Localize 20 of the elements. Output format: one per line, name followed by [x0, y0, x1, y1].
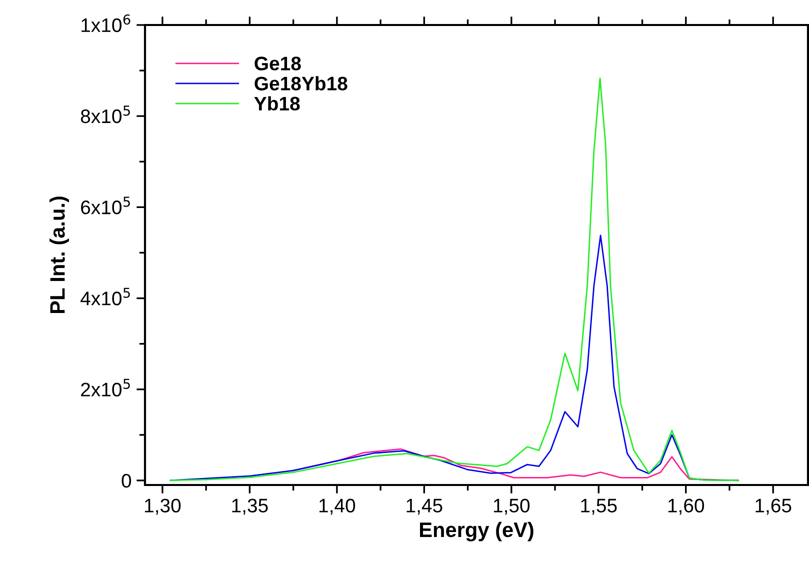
- x-tick-label: 1,40: [319, 498, 356, 515]
- x-tick-label: 1,35: [232, 498, 268, 515]
- x-tick-label: 1,45: [406, 498, 442, 515]
- legend-label: Ge18: [254, 56, 301, 70]
- x-tick-label: 1,65: [756, 498, 792, 515]
- y-tick-label: 6x10$^{5}$: [81, 196, 130, 214]
- x-axis-title: Energy (eV): [420, 522, 534, 542]
- x-tick-label: 1,30: [145, 498, 181, 515]
- y-tick-label: 8x10$^{5}$: [80, 106, 130, 124]
- x-tick-label: 1,50: [494, 498, 530, 515]
- legend-label: Ge18Yb18: [254, 76, 348, 90]
- y-tick-label: 2x10$^{5}$: [81, 378, 130, 396]
- legend-label: Yb18: [254, 96, 300, 111]
- y-tick-label: 4x10$^{5}$: [80, 288, 130, 306]
- x-tick-label: 1,55: [581, 498, 617, 515]
- y-tick-label: 1x10$^{6}$: [82, 14, 130, 32]
- y-axis-title: PL Int. (a.u.): [50, 196, 69, 314]
- line-series: [170, 78, 739, 482]
- x-tick-label: 1,60: [668, 498, 704, 515]
- y-tick-label: 0: [122, 474, 132, 488]
